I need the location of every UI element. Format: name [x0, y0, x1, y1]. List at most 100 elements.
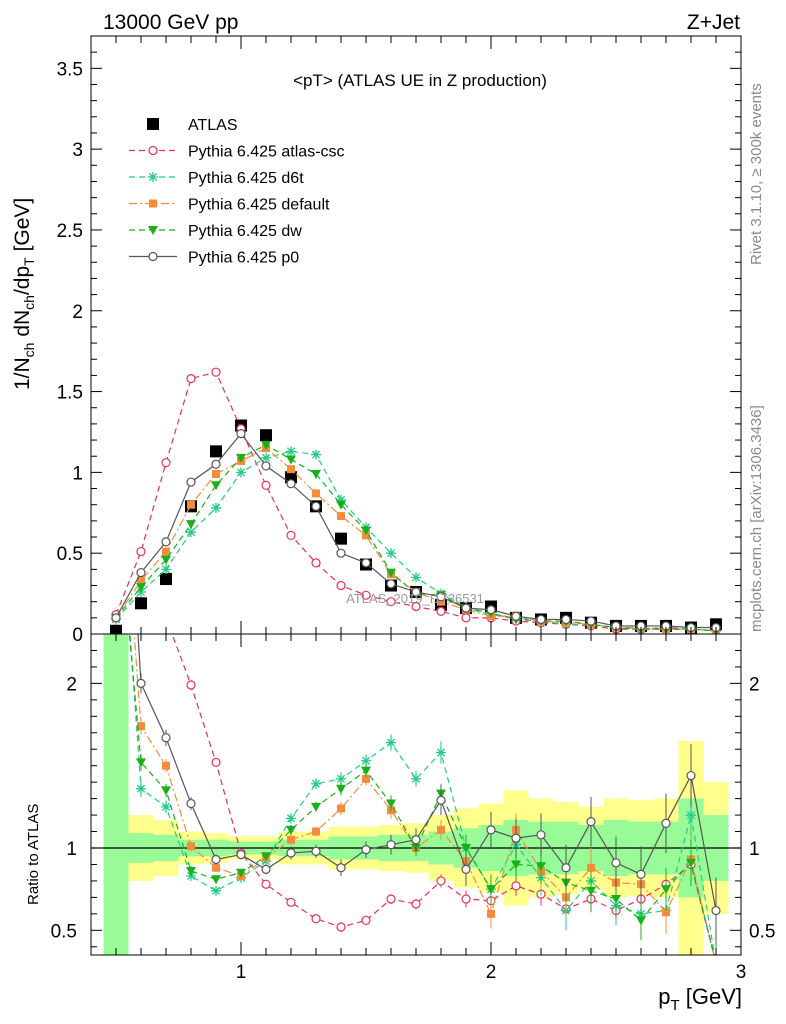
data-point-dw	[161, 555, 171, 565]
data-point-atlas	[260, 429, 272, 442]
x-tick-label: 2	[486, 962, 497, 983]
ratio-point-p0	[636, 869, 646, 879]
data-point-p0	[486, 605, 496, 615]
legend-entry-atlas: ATLAS	[147, 117, 238, 134]
data-point-p0	[186, 477, 196, 487]
data-point-atlas_csc	[286, 530, 296, 541]
ratio-point-dw	[136, 758, 146, 768]
data-point-default	[437, 597, 445, 606]
data-point-p0	[111, 613, 121, 623]
main-y-tick-label: 2	[72, 302, 83, 323]
data-point-p0	[261, 461, 271, 471]
ratio-point-p0	[261, 864, 271, 875]
ratio-point-default	[162, 761, 170, 770]
data-point-p0	[586, 616, 596, 626]
ratio-point-dw	[311, 802, 321, 812]
legend-entry-dw: Pythia 6.425 dw	[129, 223, 302, 240]
legend-marker-atlas_csc	[148, 145, 158, 156]
main-y-tick-label: 3.5	[57, 59, 83, 80]
data-point-p0	[386, 579, 396, 589]
ratio-point-p0	[511, 833, 521, 843]
ratio-point-atlas_csc	[436, 876, 446, 886]
ratio-point-atlas_csc	[386, 894, 396, 904]
data-point-p0	[311, 501, 321, 511]
ratio-point-atlas_csc	[712, 959, 720, 967]
ratio-y-tick-label-right: 1	[749, 839, 760, 860]
legend-marker-atlas	[147, 118, 159, 130]
ratio-point-default	[112, 383, 120, 391]
data-point-p0	[561, 614, 571, 625]
data-point-d6t	[261, 452, 271, 463]
ratio-point-p0	[686, 770, 696, 781]
data-point-default	[162, 547, 170, 556]
ratio-point-dw	[511, 860, 521, 870]
ratio-point-dw	[711, 959, 721, 968]
legend-entry-p0: Pythia 6.425 p0	[129, 250, 299, 267]
ratio-point-default	[287, 835, 295, 844]
ratio-point-d6t	[286, 813, 296, 824]
data-point-p0	[161, 537, 171, 547]
ratio-point-dw	[211, 875, 221, 885]
legend-label-dw: Pythia 6.425 dw	[188, 223, 302, 240]
ratio-point-d6t	[686, 810, 696, 821]
ratio-point-dw	[536, 862, 546, 872]
data-point-p0	[361, 558, 371, 568]
legend-entry-atlas_csc: Pythia 6.425 atlas-csc	[129, 144, 345, 161]
main-y-axis-label: 1/Nch dNch/dpT [GeV]	[11, 198, 37, 390]
data-point-d6t	[411, 572, 421, 583]
data-point-atlas_csc	[386, 597, 396, 607]
ratio-point-atlas_csc	[511, 881, 521, 891]
legend-label-atlas: ATLAS	[188, 117, 238, 134]
ratio-point-dw	[636, 916, 646, 926]
main-y-tick-label: 3	[72, 140, 83, 161]
ratio-point-default	[712, 959, 720, 967]
ratio-point-p0	[361, 845, 371, 855]
ratio-point-default	[187, 842, 195, 851]
analysis-watermark: ATLAS_2019_I1736531	[346, 591, 484, 606]
ratio-point-d6t	[111, 431, 121, 441]
main-y-tick-label: 0.5	[57, 544, 83, 565]
data-point-atlas_csc	[136, 546, 146, 557]
ratio-point-atlas_csc	[311, 914, 321, 924]
ratio-point-atlas_csc	[336, 922, 346, 932]
data-point-default	[187, 500, 195, 509]
legend-entry-d6t: Pythia 6.425 d6t	[129, 170, 304, 187]
ratio-point-d6t	[436, 747, 446, 758]
ratio-point-p0	[311, 846, 321, 856]
data-point-atlas_csc	[361, 590, 371, 600]
data-point-d6t	[236, 467, 246, 478]
data-point-p0	[336, 548, 346, 558]
process-label: Z+Jet	[687, 11, 740, 34]
data-point-dw	[261, 440, 271, 450]
main-y-tick-label: 1	[72, 463, 83, 484]
data-point-default	[212, 469, 220, 478]
ratio-point-default	[437, 825, 445, 834]
ratio-point-p0	[211, 854, 221, 865]
data-point-dw	[236, 453, 246, 463]
data-point-atlas_csc	[436, 606, 446, 616]
data-point-p0	[136, 567, 146, 578]
data-point-atlas	[210, 445, 222, 458]
data-point-p0	[461, 603, 471, 613]
data-point-dw	[311, 469, 321, 479]
ratio-point-dw	[111, 482, 121, 491]
ratio-point-dw	[461, 844, 471, 853]
ratio-point-d6t	[386, 737, 396, 748]
legend-label-p0: Pythia 6.425 p0	[188, 250, 299, 267]
ratio-point-dw	[236, 868, 246, 878]
ratio-y-tick-label-right: 2	[749, 674, 760, 695]
ratio-point-p0	[386, 840, 396, 850]
ratio-point-d6t	[311, 778, 321, 789]
data-point-atlas_csc	[336, 580, 346, 591]
data-point-p0	[411, 587, 421, 597]
legend-label-atlas_csc: Pythia 6.425 atlas-csc	[188, 144, 345, 161]
data-point-dw	[336, 500, 346, 510]
data-point-default	[137, 576, 145, 585]
data-point-d6t	[211, 502, 221, 513]
ratio-point-p0	[186, 798, 196, 809]
legend-label-d6t: Pythia 6.425 d6t	[188, 170, 304, 187]
ratio-point-p0	[611, 858, 621, 868]
ratio-point-d6t	[136, 783, 146, 794]
chart-title: <pT> (ATLAS UE in Z production)	[293, 71, 547, 90]
ratio-point-d6t	[711, 958, 721, 968]
